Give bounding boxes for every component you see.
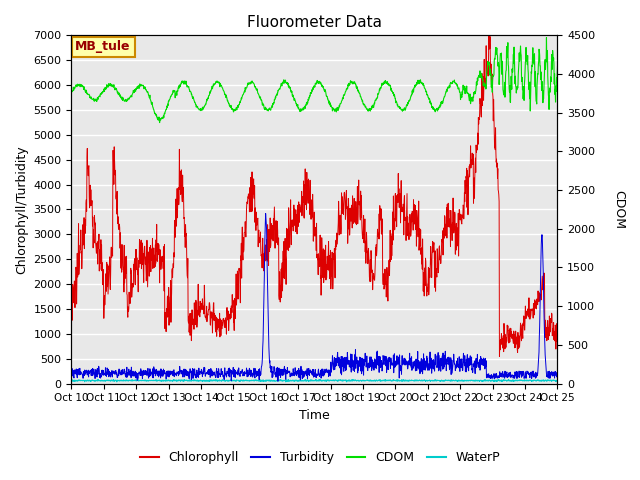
Legend: Chlorophyll, Turbidity, CDOM, WaterP: Chlorophyll, Turbidity, CDOM, WaterP (135, 446, 505, 469)
X-axis label: Time: Time (299, 409, 330, 422)
Title: Fluorometer Data: Fluorometer Data (247, 15, 382, 30)
Y-axis label: CDOM: CDOM (612, 190, 625, 229)
Text: MB_tule: MB_tule (76, 40, 131, 53)
Y-axis label: Chlorophyll/Turbidity: Chlorophyll/Turbidity (15, 145, 28, 274)
